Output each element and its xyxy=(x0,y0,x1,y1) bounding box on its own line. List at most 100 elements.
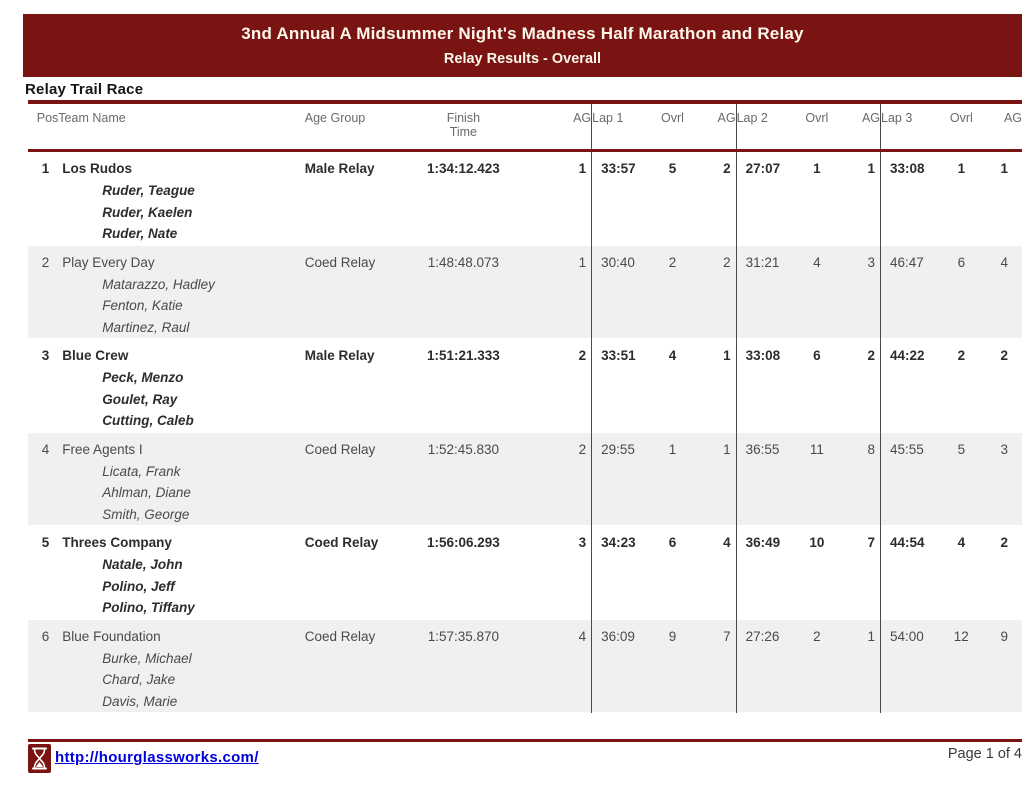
col-header-team-name: Team Name xyxy=(58,100,305,152)
team-block: 3 Blue Crew Male Relay 1:51:21.333 2 33:… xyxy=(28,338,1022,432)
col-header-ovrl-1: Ovrl xyxy=(649,100,696,152)
team-name: Play Every Day xyxy=(62,254,155,270)
header-row: Pos Team Name Age Group Finish Time AG L… xyxy=(28,100,1022,152)
lap3-ovrl-place: 12 xyxy=(953,628,969,644)
col-header-ag-2: AG xyxy=(840,100,881,152)
lap1-ag-place: 1 xyxy=(723,441,731,457)
team-member: Chard, Jake xyxy=(102,672,176,687)
lap2-time: 31:21 xyxy=(735,245,794,274)
team-member-row: Burke, Michael xyxy=(28,647,1022,669)
lap1-ag-place: 4 xyxy=(723,535,731,550)
team-member: Fenton, Katie xyxy=(102,298,183,313)
team-member: Goulet, Ray xyxy=(102,391,178,407)
race-section-title: Relay Trail Race xyxy=(25,81,144,98)
col-header-lap3: Lap 3 xyxy=(880,100,939,152)
page-footer: http://hourglassworks.com/ Page 1 of 4 xyxy=(28,739,1022,773)
lap1-ag-place: 7 xyxy=(723,628,731,644)
team-member-row: Ahlman, Diane xyxy=(28,482,1022,504)
team-block: 1 Los Rudos Male Relay 1:34:12.423 1 33:… xyxy=(28,150,1022,245)
team-age-group: Coed Relay xyxy=(304,535,379,550)
team-member-row: Licata, Frank xyxy=(28,460,1022,482)
lap3-ag-place: 1 xyxy=(1000,161,1008,176)
lap1-ag-place: 2 xyxy=(723,161,731,176)
lap3-ag-place: 2 xyxy=(1000,535,1008,550)
team-member: Martinez, Raul xyxy=(102,319,190,335)
team-age-group: Coed Relay xyxy=(304,254,376,270)
lap3-ag-place: 4 xyxy=(1000,254,1008,270)
lap2-time: 27:26 xyxy=(735,619,794,648)
col-header-ag-1: AG xyxy=(695,100,737,152)
team-member: Polino, Tiffany xyxy=(102,600,195,615)
lap2-ovrl-place: 2 xyxy=(813,628,821,644)
team-member-row: Cutting, Caleb xyxy=(28,410,1022,432)
lap3-time: 46:47 xyxy=(880,245,939,274)
team-finish-time: 1:48:48.073 xyxy=(427,254,500,270)
lap2-ovrl-place: 1 xyxy=(813,161,821,176)
team-age-group: Coed Relay xyxy=(304,441,376,457)
team-name: Free Agents I xyxy=(62,441,143,457)
col-header-lap1: Lap 1 xyxy=(591,100,650,152)
lap3-time: 54:00 xyxy=(880,619,939,648)
col-header-finish-time: Finish Time xyxy=(405,100,521,152)
team-block: 2 Play Every Day Coed Relay 1:48:48.073 … xyxy=(28,245,1022,339)
team-ag-place: 1 xyxy=(578,161,587,176)
team-block: 5 Threes Company Coed Relay 1:56:06.293 … xyxy=(28,525,1022,619)
lap2-ag-place: 8 xyxy=(867,441,876,457)
lap2-ag-place: 1 xyxy=(867,161,876,176)
team-row: 3 Blue Crew Male Relay 1:51:21.333 2 33:… xyxy=(28,338,1022,367)
team-name: Blue Foundation xyxy=(62,628,161,644)
lap1-ag-place: 2 xyxy=(723,254,731,270)
lap1-ag-place: 1 xyxy=(723,348,731,363)
lap3-ovrl-place: 1 xyxy=(957,161,966,176)
lap3-ovrl-place: 2 xyxy=(957,348,966,363)
lap2-ag-place: 7 xyxy=(867,535,876,550)
event-title: 3nd Annual A Midsummer Night's Madness H… xyxy=(241,24,804,43)
team-age-group: Male Relay xyxy=(304,348,375,363)
team-row: 2 Play Every Day Coed Relay 1:48:48.073 … xyxy=(28,245,1022,274)
col-header-age-group: Age Group xyxy=(304,100,406,152)
lap3-time: 45:55 xyxy=(880,432,939,461)
team-member: Matarazzo, Hadley xyxy=(102,276,215,292)
lap1-time: 36:09 xyxy=(591,619,650,648)
lap1-time: 33:57 xyxy=(591,150,650,180)
col-header-lap2: Lap 2 xyxy=(735,100,794,152)
col-header-ag-3: AG xyxy=(984,100,1022,152)
team-finish-time: 1:56:06.293 xyxy=(426,535,500,550)
team-row: 1 Los Rudos Male Relay 1:34:12.423 1 33:… xyxy=(28,150,1022,180)
event-banner: 3nd Annual A Midsummer Night's Madness H… xyxy=(23,14,1022,77)
lap1-time: 34:23 xyxy=(591,525,650,554)
lap3-ovrl-place: 5 xyxy=(957,441,966,457)
team-pos: 1 xyxy=(41,161,50,176)
team-member-row: Polino, Tiffany xyxy=(28,597,1022,619)
team-finish-time: 1:34:12.423 xyxy=(426,161,500,176)
lap3-ovrl-place: 4 xyxy=(957,535,966,550)
team-member: Ruder, Teague xyxy=(102,183,195,198)
lap2-ovrl-place: 11 xyxy=(809,441,824,457)
lap1-ovrl-place: 1 xyxy=(668,441,677,457)
lap2-ag-place: 2 xyxy=(867,348,876,363)
team-pos: 5 xyxy=(41,535,50,550)
team-member-row: Davis, Marie xyxy=(28,690,1022,713)
lap2-ovrl-place: 4 xyxy=(813,254,821,270)
report-subtitle: Relay Results - Overall xyxy=(443,51,602,67)
hourglass-logo-icon xyxy=(28,744,51,773)
team-name: Threes Company xyxy=(62,535,172,550)
lap1-ovrl-place: 4 xyxy=(668,348,677,363)
team-finish-time: 1:51:21.333 xyxy=(426,348,500,363)
col-header-ag: AG xyxy=(520,100,592,152)
team-member-row: Smith, George xyxy=(28,503,1022,526)
team-member: Ahlman, Diane xyxy=(102,485,191,500)
lap1-time: 33:51 xyxy=(591,338,650,367)
lap3-ag-place: 9 xyxy=(1000,628,1008,644)
team-member-row: Goulet, Ray xyxy=(28,388,1022,410)
team-member-row: Ruder, Kaelen xyxy=(28,201,1022,223)
website-link[interactable]: http://hourglassworks.com/ xyxy=(55,749,259,766)
team-finish-time: 1:57:35.870 xyxy=(427,628,500,644)
col-header-ovrl-3: Ovrl xyxy=(938,100,985,152)
team-member-row: Natale, John xyxy=(28,554,1022,576)
team-ag-place: 1 xyxy=(578,254,587,270)
team-member: Smith, George xyxy=(102,506,190,522)
lap2-ag-place: 1 xyxy=(867,628,876,644)
team-member-row: Matarazzo, Hadley xyxy=(28,273,1022,295)
team-member: Davis, Marie xyxy=(102,693,178,709)
